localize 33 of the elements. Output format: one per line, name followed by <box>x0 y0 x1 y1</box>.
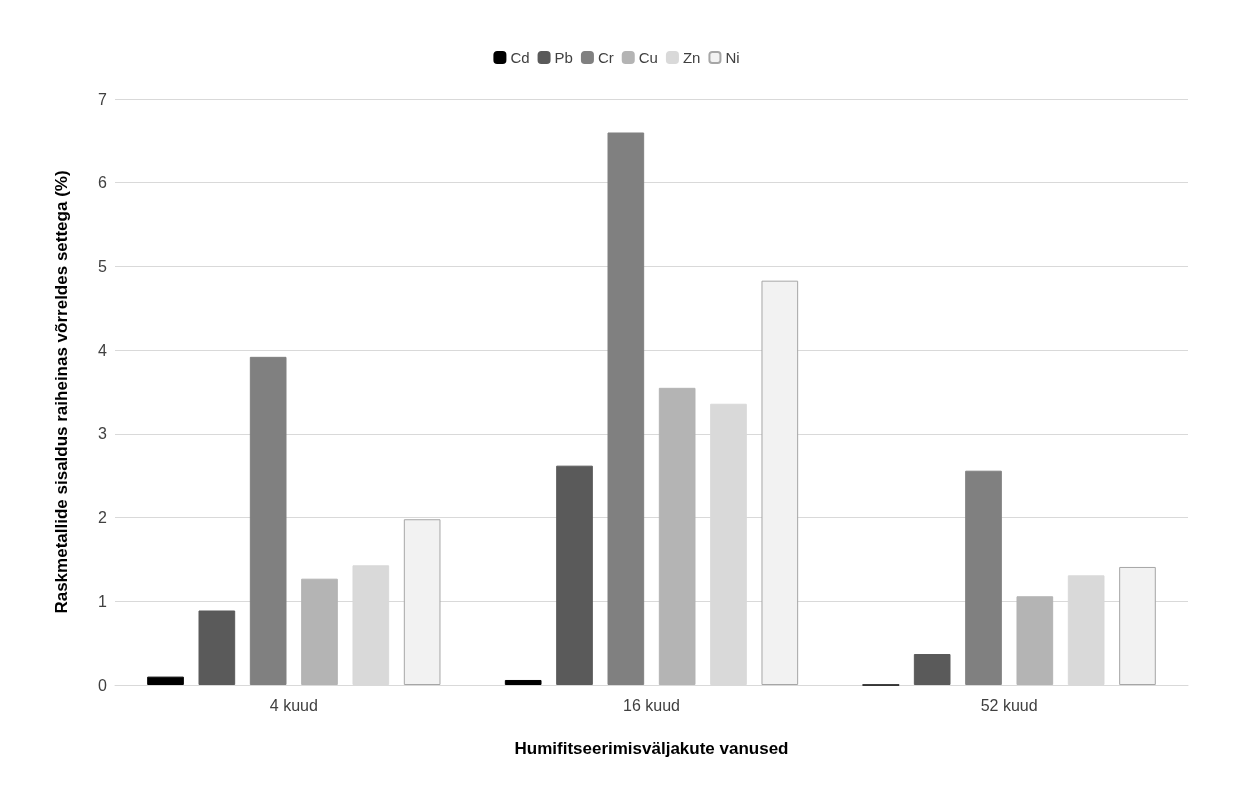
x-axis-title: Humifitseerimisväljakute vanused <box>514 739 789 758</box>
y-tick-label: 3 <box>98 425 108 443</box>
x-tick-label: 52 kuud <box>980 696 1038 714</box>
y-tick-label: 0 <box>98 676 108 694</box>
legend-label: Pb <box>554 49 573 66</box>
y-axis-title: Raskmetallide sisaldus raiheinas võrreldes settega (%) <box>52 170 71 614</box>
y-tick-label: 6 <box>98 174 108 192</box>
bar <box>965 470 1002 685</box>
x-tick-label: 16 kuud <box>623 696 680 714</box>
legend-label: Cr <box>597 49 614 66</box>
bar <box>147 676 184 685</box>
bar <box>249 356 287 685</box>
bar <box>761 280 799 685</box>
bar <box>913 654 951 685</box>
y-tick-label: 7 <box>98 90 108 108</box>
y-tick-label: 4 <box>98 341 108 359</box>
bar <box>1119 566 1156 685</box>
bar <box>504 679 542 685</box>
bar <box>198 610 236 685</box>
x-tick-label: 4 kuud <box>269 696 318 714</box>
y-tick-label: 5 <box>98 257 108 275</box>
bar <box>658 387 696 685</box>
bar <box>301 578 338 685</box>
legend-label: Cu <box>638 49 658 66</box>
legend-label: Cd <box>510 49 530 66</box>
legend-label: Zn <box>682 49 701 66</box>
y-tick-label: 2 <box>98 509 108 527</box>
bar <box>1016 596 1054 685</box>
bar <box>607 132 645 685</box>
bar <box>403 519 441 685</box>
bar <box>556 465 593 685</box>
legend-label: Ni <box>725 49 740 66</box>
y-tick-label: 1 <box>98 592 108 610</box>
